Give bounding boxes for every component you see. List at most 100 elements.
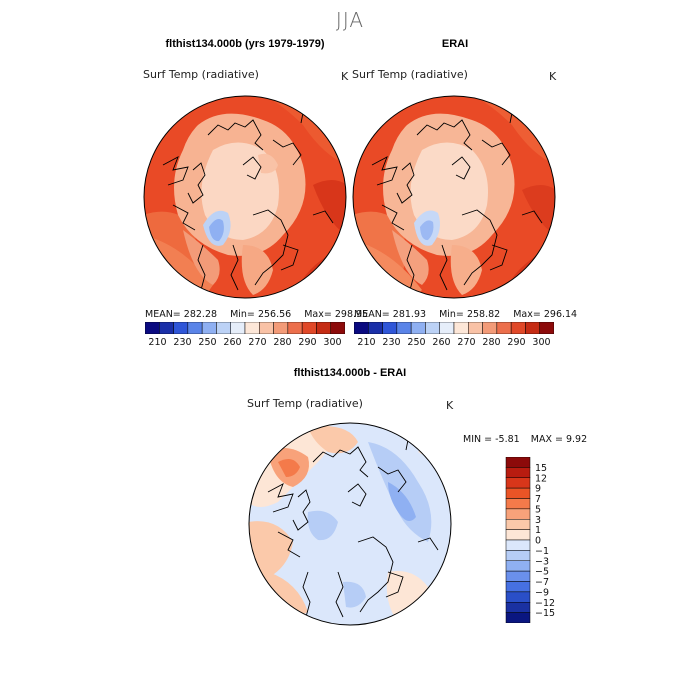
difference-colorbar-tick-label: 5 <box>535 504 541 515</box>
panel2-colorbar-swatch <box>354 322 369 334</box>
panel1-colorbar-swatch <box>316 322 331 334</box>
difference-colorbar-swatch <box>505 457 531 468</box>
panel2-colorbar-swatch <box>496 322 512 334</box>
difference-colorbar-tick-label: −15 <box>535 608 555 619</box>
panel2-colorbar-swatch <box>410 322 426 334</box>
panel2-units: K <box>549 70 557 83</box>
difference-colorbar-swatch <box>505 498 531 510</box>
difference-title: flthist134.000b - ERAI <box>293 367 407 379</box>
panel1-stats: MEAN= 282.28 Min= 256.56 Max= 298.95 <box>145 309 368 320</box>
panel2-colorbar-ticks: 210 230 250 260 270 280 290 300 <box>357 337 550 348</box>
difference-max-value: 9.92 <box>565 434 588 445</box>
difference-colorbar-tick-label: −3 <box>535 556 549 567</box>
panel2-colorbar-swatch <box>439 322 455 334</box>
difference-colorbar-tick-label: 7 <box>535 494 541 505</box>
panel2-min-label: Min= <box>439 309 464 320</box>
panel1-colorbar-swatch <box>187 322 203 334</box>
difference-colorbar-swatch <box>505 550 531 561</box>
difference-colorbar-swatch <box>505 560 531 572</box>
panel2-colorbar-tick-label: 210 <box>357 337 375 348</box>
difference-colorbar-tick-label: 12 <box>535 473 547 484</box>
difference-colorbar-tick-label: 3 <box>535 515 541 526</box>
panel2-colorbar-swatch <box>382 322 398 334</box>
panel2-colorbar <box>354 322 554 334</box>
panel1-colorbar-swatch <box>173 322 189 334</box>
panel1-colorbar-tick-label: 270 <box>248 337 266 348</box>
panel2-colorbar-tick-label: 260 <box>432 337 450 348</box>
difference-stats: MIN = -5.81 MAX = 9.92 <box>463 434 587 445</box>
panel2-colorbar-swatch <box>468 322 483 334</box>
difference-colorbar-tick-label: −7 <box>535 577 549 588</box>
panel1-min-label: Min= <box>230 309 255 320</box>
panel2-mean-label: MEAN= <box>354 309 390 320</box>
panel1-colorbar-swatch <box>230 322 246 334</box>
panel1-colorbar-swatch <box>287 322 303 334</box>
difference-colorbar-swatch <box>505 539 531 551</box>
difference-colorbar <box>505 457 531 623</box>
panel2-colorbar-tick-label: 280 <box>482 337 500 348</box>
panel1-colorbar-tick-label: 210 <box>148 337 166 348</box>
difference-colorbar-swatch <box>505 477 531 489</box>
difference-colorbar-swatch <box>505 602 531 613</box>
panel2-field-label: Surf Temp (radiative) <box>352 68 468 81</box>
panel2-mean-value: 281.93 <box>392 309 427 320</box>
panel1-colorbar-swatch <box>145 322 160 334</box>
difference-colorbar-swatch <box>505 508 531 520</box>
difference-units: K <box>446 399 454 412</box>
panel2-colorbar-swatch <box>453 322 469 334</box>
difference-colorbar-tick-label: 9 <box>535 484 541 495</box>
panel2-colorbar-tick-label: 300 <box>532 337 550 348</box>
panel1-colorbar-ticks: 210 230 250 260 270 280 290 300 <box>148 337 341 348</box>
panel1-colorbar-swatch <box>259 322 274 334</box>
panel2-colorbar-tick-label: 250 <box>407 337 425 348</box>
panel1-polar-map <box>143 95 347 299</box>
panel1-mean-value: 282.28 <box>183 309 218 320</box>
panel2-colorbar-swatch <box>425 322 440 334</box>
panel1-colorbar-swatch <box>244 322 260 334</box>
difference-min-label: MIN = <box>463 434 493 445</box>
panel2-polar-map <box>352 95 556 299</box>
difference-colorbar-swatch <box>505 487 531 499</box>
panel2-colorbar-swatch <box>482 322 498 334</box>
difference-colorbar-swatch <box>505 591 531 603</box>
panel2-colorbar-tick-label: 270 <box>457 337 475 348</box>
difference-colorbar-tick-label: 0 <box>535 536 541 547</box>
panel1-title: flthist134.000b (yrs 1979-1979) <box>165 38 325 50</box>
panel2-stats: MEAN= 281.93 Min= 258.82 Max= 296.14 <box>354 309 577 320</box>
panel1-colorbar-swatch <box>273 322 289 334</box>
panel1-colorbar-tick-label: 290 <box>298 337 316 348</box>
difference-colorbar-tick-label: −9 <box>535 587 549 598</box>
panel2-min-value: 258.82 <box>466 309 501 320</box>
difference-colorbar-tick-label: 15 <box>535 463 547 474</box>
panel2-colorbar-swatch <box>525 322 540 334</box>
panel1-colorbar-tick-label: 280 <box>273 337 291 348</box>
panel2-colorbar-swatch <box>368 322 383 334</box>
difference-min-value: -5.81 <box>495 434 520 445</box>
panel2-title: ERAI <box>441 38 469 50</box>
panel2-colorbar-swatch <box>396 322 412 334</box>
panel1-colorbar-tick-label: 250 <box>198 337 216 348</box>
panel1-colorbar-swatch <box>201 322 217 334</box>
difference-field-label: Surf Temp (radiative) <box>247 397 363 410</box>
difference-polar-map <box>248 422 452 626</box>
panel1-colorbar-swatch <box>159 322 174 334</box>
difference-max-label: MAX = <box>530 434 563 445</box>
panel1-field-label: Surf Temp (radiative) <box>143 68 259 81</box>
difference-colorbar-swatch <box>505 529 531 541</box>
difference-colorbar-tick-label: −1 <box>535 546 549 557</box>
panel1-mean-label: MEAN= <box>145 309 181 320</box>
difference-colorbar-swatch <box>505 581 531 593</box>
panel1-max-value: 298.95 <box>334 309 369 320</box>
difference-colorbar-tick-label: −12 <box>535 598 555 609</box>
panel2-colorbar-tick-label: 290 <box>507 337 525 348</box>
panel1-units: K <box>341 70 349 83</box>
difference-colorbar-swatch <box>505 612 531 623</box>
difference-colorbar-tick-label: 1 <box>535 525 541 536</box>
panel1-colorbar-swatch <box>216 322 231 334</box>
panel1-colorbar <box>145 322 345 334</box>
panel2-max-label: Max= <box>513 309 541 320</box>
panel1-colorbar-tick-label: 230 <box>173 337 191 348</box>
panel1-colorbar-swatch <box>301 322 317 334</box>
panel2-colorbar-swatch <box>539 322 554 334</box>
